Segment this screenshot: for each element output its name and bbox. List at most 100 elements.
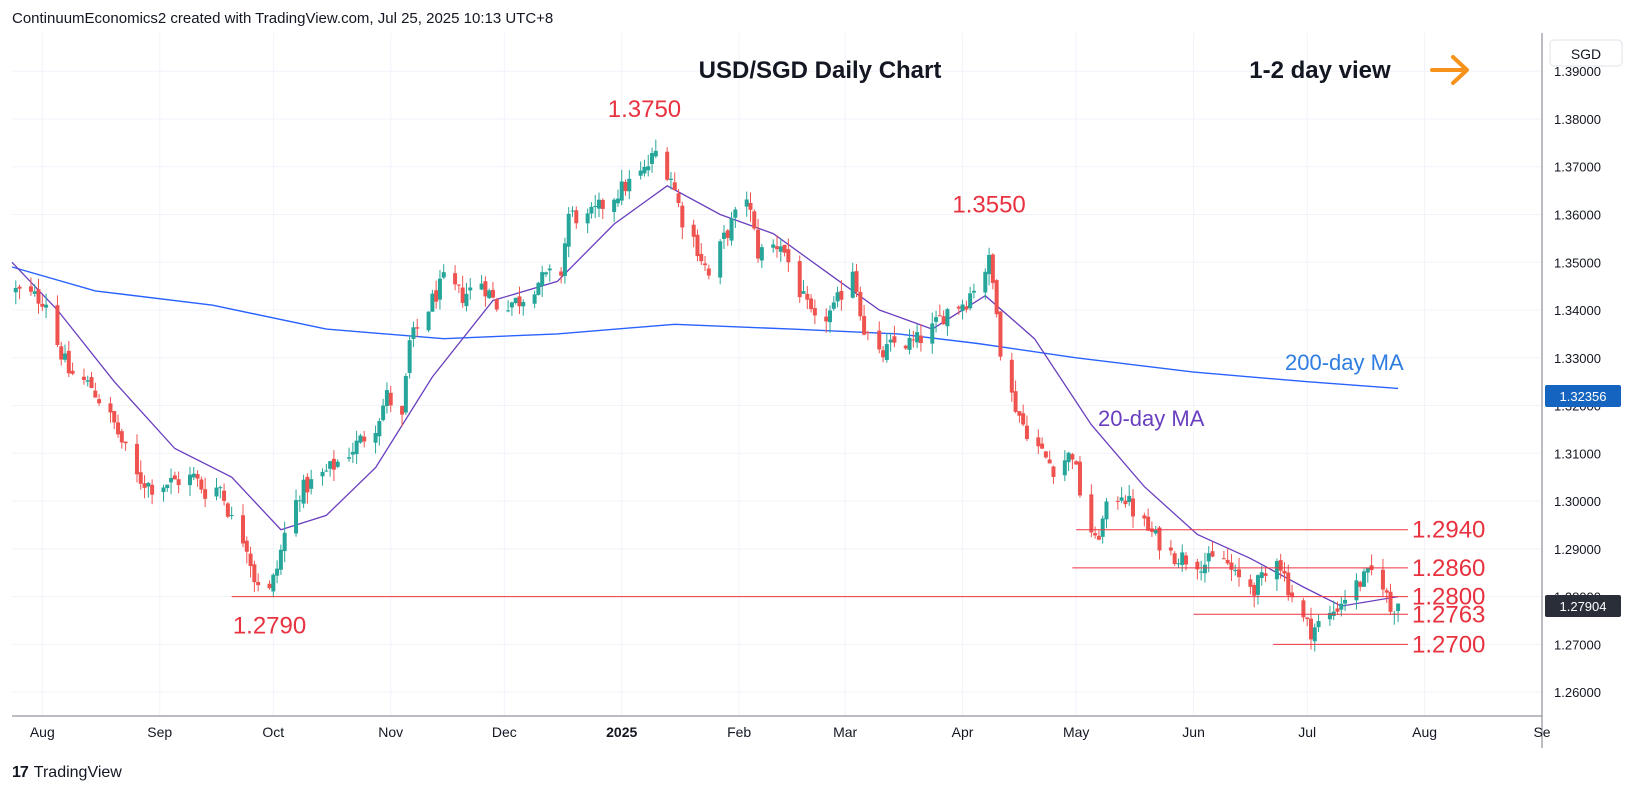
candle-body [733, 209, 738, 218]
candle-body [430, 293, 435, 312]
candle-body [911, 339, 916, 341]
price-tick-label: 1.39000 [1554, 64, 1601, 79]
candle-body [615, 198, 620, 204]
candle-body [589, 206, 594, 214]
candle-body [464, 293, 469, 307]
candle-body [744, 199, 749, 207]
candle-body [1327, 612, 1332, 620]
price-annotation: 1.2790 [233, 612, 306, 639]
price-annotation: 1.3750 [608, 96, 681, 123]
ma20-line [11, 185, 1399, 607]
candle-body [1043, 451, 1048, 458]
candle-body [971, 290, 976, 293]
candle-body [328, 461, 333, 469]
candle-body [1365, 567, 1370, 573]
candle-body [1354, 580, 1359, 601]
price-tick-label: 1.31000 [1554, 446, 1601, 461]
candle-body [256, 582, 261, 586]
candle-body [1066, 452, 1071, 463]
candle-body [513, 297, 518, 304]
candle-body [718, 241, 723, 278]
candle-body [1305, 617, 1310, 620]
candle-body [487, 290, 492, 299]
price-tick-label: 1.38000 [1554, 112, 1601, 127]
candle-body [695, 234, 700, 257]
candle-body [517, 296, 522, 307]
candle-body [934, 317, 939, 322]
candle-body [642, 166, 647, 174]
time-tick-label: Feb [727, 724, 751, 740]
ma200-value: 1.32356 [1560, 389, 1607, 404]
candle-body [699, 253, 704, 262]
candle-body [748, 202, 753, 210]
candle-body [426, 311, 431, 331]
candle-body [13, 287, 18, 293]
time-axis[interactable]: Aug Sep Oct Nov Dec 2025 Feb Mar Apr May Jun Jul Aug… [30, 724, 1551, 740]
candle-body [862, 316, 867, 335]
candle-body [301, 479, 306, 504]
candle-body [1153, 529, 1158, 534]
candle-body [1077, 461, 1082, 496]
candle-body [786, 249, 791, 263]
candle-body [994, 280, 999, 315]
candle-body [362, 436, 367, 442]
candle-body [888, 339, 893, 343]
candle-body [1115, 500, 1120, 502]
time-tick-label: Mar [833, 724, 857, 740]
candle-body [36, 289, 41, 304]
candle-body [1013, 391, 1018, 412]
candle-body [89, 377, 94, 389]
candle-body [297, 500, 302, 502]
candle-body [278, 549, 283, 570]
candle-body [759, 247, 764, 261]
candle-body [1278, 560, 1283, 571]
candle-body [619, 181, 624, 201]
price-tick-label: 1.36000 [1554, 207, 1601, 222]
candle-body [809, 298, 814, 310]
candle-body [229, 515, 234, 517]
candle-body [187, 474, 192, 486]
candle-body [1233, 569, 1238, 572]
candle-body [828, 310, 833, 323]
candle-body [453, 273, 458, 285]
candle-body [956, 306, 961, 309]
candle-body [1312, 627, 1317, 642]
candle-body [85, 380, 90, 382]
level-label: 1.2763 [1412, 601, 1485, 628]
candle-body [756, 229, 761, 259]
candle-body [1157, 527, 1162, 551]
candle-body [66, 350, 71, 374]
candle-body [1036, 437, 1041, 447]
chart-credit: ContinuumEconomics2 created with Trading… [12, 10, 554, 27]
candle-body [653, 150, 658, 157]
candle-body [627, 178, 632, 192]
candle-body [116, 422, 121, 435]
candle-body [373, 433, 378, 443]
time-tick-label: Jun [1182, 724, 1205, 740]
candle-body [824, 316, 829, 322]
candle-body [275, 568, 280, 576]
candle-body [108, 403, 113, 413]
candle-body [945, 309, 950, 327]
candle-body [771, 244, 776, 248]
candle-body [1146, 516, 1151, 531]
candle-body [990, 254, 995, 284]
candle-body [1286, 572, 1291, 596]
ma200-line [11, 266, 1399, 390]
candle-body [1229, 562, 1234, 570]
candle-body [1089, 494, 1094, 533]
candle-body [930, 323, 935, 344]
candle-body [566, 213, 571, 247]
candle-body [540, 272, 545, 286]
chart-title: USD/SGD Daily Chart [699, 57, 942, 84]
candle-body [138, 472, 143, 484]
candle-body [93, 390, 98, 398]
candle-body [1343, 599, 1348, 604]
candle-body [865, 332, 870, 334]
candle-body [1259, 572, 1264, 579]
candle-body [324, 470, 329, 472]
view-label: 1-2 day view [1249, 57, 1391, 84]
price-tick-label: 1.34000 [1554, 303, 1601, 318]
